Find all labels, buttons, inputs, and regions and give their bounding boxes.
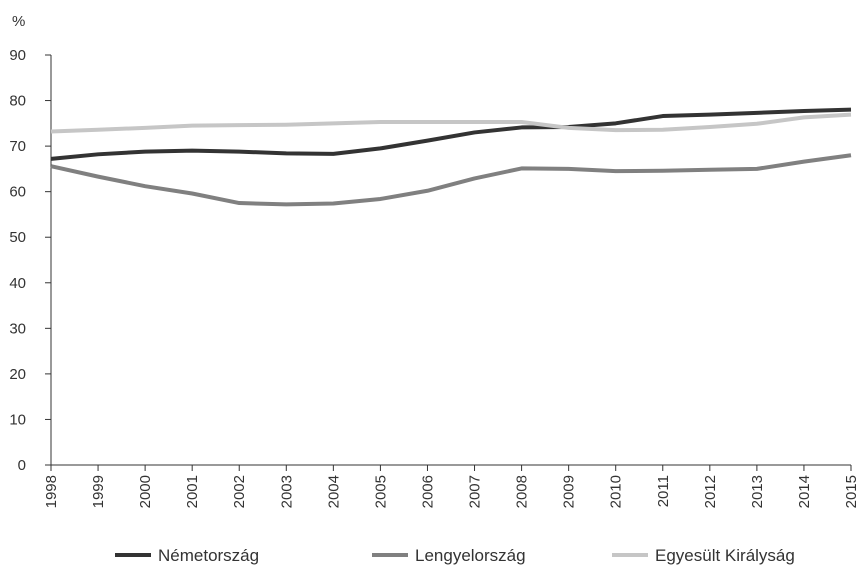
legend-item: Lengyelország xyxy=(372,546,526,565)
y-tick-label: 20 xyxy=(9,366,26,383)
x-tick-label: 2001 xyxy=(184,475,201,508)
legend-label: Németország xyxy=(158,546,259,565)
y-axis-unit-label: % xyxy=(12,13,25,30)
x-tick-label: 2011 xyxy=(655,475,672,507)
x-tick-label: 2014 xyxy=(796,475,813,508)
x-tick-label: 2012 xyxy=(702,475,719,508)
x-tick-label: 2010 xyxy=(608,475,625,508)
y-tick-label: 90 xyxy=(9,47,26,64)
legend-item: Egyesült Királyság xyxy=(612,546,795,565)
legend-label: Egyesült Királyság xyxy=(655,546,795,565)
y-tick-label: 50 xyxy=(9,229,26,246)
series-line xyxy=(50,112,852,134)
y-tick-label: 60 xyxy=(9,184,26,201)
x-tick-label: 2005 xyxy=(372,475,389,508)
x-tick-label: 2003 xyxy=(278,475,295,508)
series-line xyxy=(50,153,852,207)
x-tick-label: 2015 xyxy=(843,475,860,508)
y-tick-label: 40 xyxy=(9,275,26,292)
x-tick-label: 2000 xyxy=(137,475,154,508)
x-tick-label: 1998 xyxy=(43,475,60,508)
legend-label: Lengyelország xyxy=(415,546,526,565)
x-tick-label: 2007 xyxy=(467,475,484,508)
series-line xyxy=(50,107,852,161)
x-tick-label: 1999 xyxy=(90,475,107,508)
x-tick-label: 2013 xyxy=(749,475,766,508)
x-tick-label: 2004 xyxy=(325,475,342,508)
x-tick-label: 2009 xyxy=(561,475,578,508)
y-tick-label: 10 xyxy=(9,411,26,428)
legend: Németország Lengyelország Egyesült Királys… xyxy=(115,546,795,565)
y-tick-label: 0 xyxy=(18,457,26,474)
y-tick-label: 80 xyxy=(9,93,26,110)
axes: 0 10 20 30 40 50 60 70 80 90 1998 1999 2000 2001 2002 2… xyxy=(9,47,860,508)
x-tick-label: 2002 xyxy=(231,475,248,508)
y-tick-label: 70 xyxy=(9,138,26,155)
legend-item: Németország xyxy=(115,546,259,565)
series-lines xyxy=(50,107,852,207)
x-tick-label: 2006 xyxy=(419,475,436,508)
y-tick-label: 30 xyxy=(9,320,26,337)
x-tick-label: 2008 xyxy=(514,475,531,508)
